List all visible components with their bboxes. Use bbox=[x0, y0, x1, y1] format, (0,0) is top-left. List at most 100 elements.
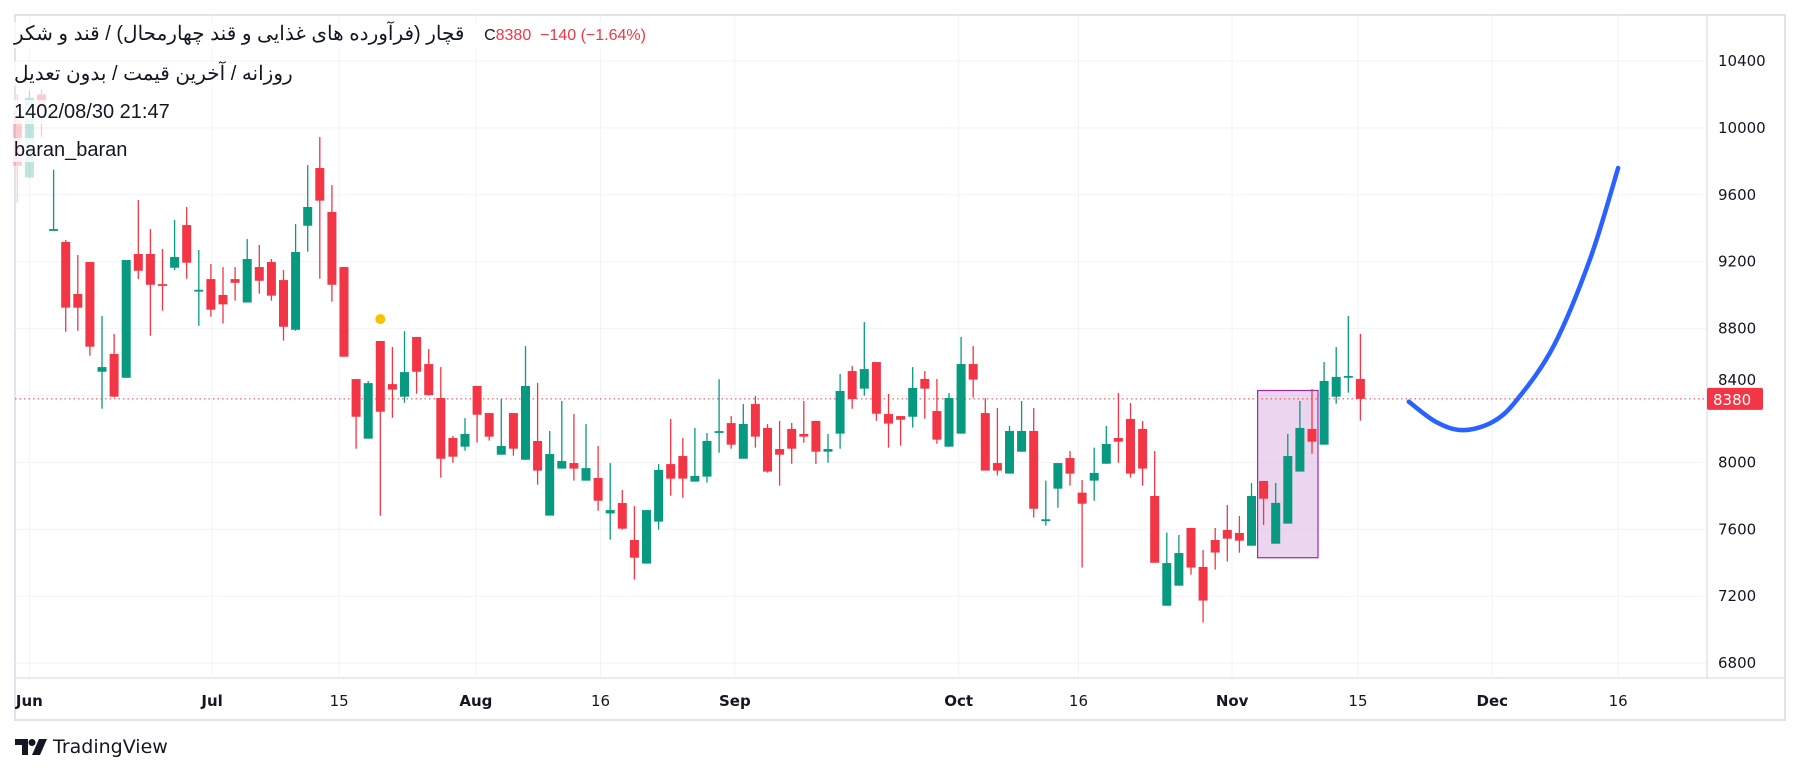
price-tick-label: 8800 bbox=[1718, 320, 1756, 338]
candle bbox=[327, 185, 337, 302]
candle bbox=[811, 420, 821, 465]
candle-body bbox=[412, 336, 422, 372]
price-axis[interactable]: 6800 7200 7600 8000 8400 8800 9200 9600 10000 104… bbox=[1706, 15, 1766, 678]
candle bbox=[1029, 408, 1039, 518]
legend-author: baran_baran bbox=[10, 138, 132, 162]
candle bbox=[799, 401, 809, 443]
candle-body bbox=[448, 437, 458, 457]
candle-body bbox=[1343, 375, 1353, 378]
candle bbox=[1089, 447, 1099, 501]
price-tick-label: 9600 bbox=[1718, 186, 1756, 204]
candle-body bbox=[642, 510, 651, 564]
candle bbox=[279, 270, 288, 341]
candle bbox=[1295, 401, 1305, 472]
candle-body bbox=[1283, 456, 1293, 524]
candle-body bbox=[484, 413, 494, 437]
candle bbox=[980, 398, 990, 471]
price-tick-label: 9200 bbox=[1718, 253, 1756, 271]
candle-body bbox=[629, 540, 639, 558]
candle bbox=[109, 333, 119, 398]
candle-body bbox=[968, 364, 978, 380]
candle bbox=[847, 366, 857, 409]
candle bbox=[968, 345, 978, 398]
candle-body bbox=[1077, 492, 1087, 504]
time-tick-label: Jun bbox=[15, 692, 43, 710]
time-tick-label: Dec bbox=[1477, 692, 1509, 710]
grid-lines bbox=[15, 15, 1707, 678]
candle bbox=[629, 506, 639, 580]
candle-body bbox=[508, 413, 518, 449]
candle bbox=[436, 367, 446, 478]
candle bbox=[702, 432, 712, 483]
candle bbox=[472, 385, 482, 443]
projection-curve[interactable] bbox=[1406, 165, 1621, 433]
marker-dot[interactable] bbox=[375, 314, 386, 325]
candle-body bbox=[1089, 472, 1099, 481]
candle bbox=[1234, 515, 1244, 553]
candle-body bbox=[569, 463, 579, 469]
candle bbox=[170, 220, 180, 271]
candle bbox=[49, 169, 59, 231]
candle bbox=[1307, 388, 1317, 454]
candle bbox=[763, 423, 772, 473]
candle-body bbox=[24, 97, 34, 178]
candle-body bbox=[1162, 563, 1172, 606]
candle-body bbox=[944, 398, 954, 447]
candle-body bbox=[533, 440, 543, 471]
candle bbox=[315, 137, 325, 279]
candle bbox=[121, 260, 131, 378]
candle-body bbox=[472, 385, 482, 415]
candle-body bbox=[654, 469, 664, 522]
candle-body bbox=[1138, 428, 1148, 469]
candle bbox=[884, 393, 893, 448]
candle bbox=[908, 367, 918, 428]
time-tick-label: 16 bbox=[591, 692, 610, 710]
candle bbox=[1343, 316, 1353, 393]
candle bbox=[182, 207, 192, 279]
tradingview-logo-icon bbox=[15, 739, 47, 755]
candle bbox=[508, 413, 518, 456]
candle-body bbox=[690, 475, 700, 482]
candle-body bbox=[714, 431, 724, 433]
candle bbox=[642, 510, 651, 564]
candle bbox=[1259, 480, 1269, 525]
candle bbox=[593, 446, 603, 511]
candle bbox=[1198, 549, 1208, 623]
time-tick-label: Oct bbox=[944, 692, 973, 710]
candle bbox=[230, 267, 240, 301]
time-axis[interactable]: Jun Jul 15 Aug 16 Sep Oct 16 Nov 15 Dec 16 bbox=[15, 692, 1628, 710]
candle bbox=[714, 379, 724, 453]
candle-body bbox=[920, 378, 930, 389]
candle-body bbox=[375, 340, 385, 412]
annotations-back bbox=[15, 389, 1707, 559]
candle bbox=[61, 239, 71, 332]
candle-body bbox=[1101, 444, 1111, 464]
candle-body bbox=[726, 423, 736, 445]
candle-body bbox=[1222, 529, 1232, 539]
candle-body bbox=[738, 423, 748, 459]
candle-body bbox=[73, 293, 83, 308]
candle-body bbox=[1053, 463, 1063, 489]
candle bbox=[400, 331, 409, 403]
candle bbox=[158, 248, 167, 311]
tradingview-logo[interactable]: TradingView bbox=[15, 736, 168, 758]
symbol-title[interactable]: قچار (فرآورده های غذایی و قند چهارمحال) … bbox=[14, 23, 465, 45]
candle bbox=[387, 346, 397, 418]
price-tick-label: 7600 bbox=[1718, 520, 1756, 538]
annotations-front[interactable] bbox=[375, 165, 1621, 433]
candle-body bbox=[133, 254, 143, 271]
candle bbox=[412, 336, 422, 394]
candle bbox=[460, 418, 470, 451]
candle-body bbox=[1005, 430, 1014, 474]
candle bbox=[1041, 480, 1051, 526]
candle-body bbox=[799, 433, 809, 437]
candle bbox=[1222, 504, 1232, 562]
candle-body bbox=[1295, 427, 1305, 472]
candle-body bbox=[593, 477, 603, 501]
candle bbox=[291, 224, 301, 331]
candle bbox=[581, 424, 591, 481]
price-tick-label: 6800 bbox=[1718, 654, 1756, 672]
candle-body bbox=[61, 241, 71, 308]
candle bbox=[1113, 392, 1123, 463]
